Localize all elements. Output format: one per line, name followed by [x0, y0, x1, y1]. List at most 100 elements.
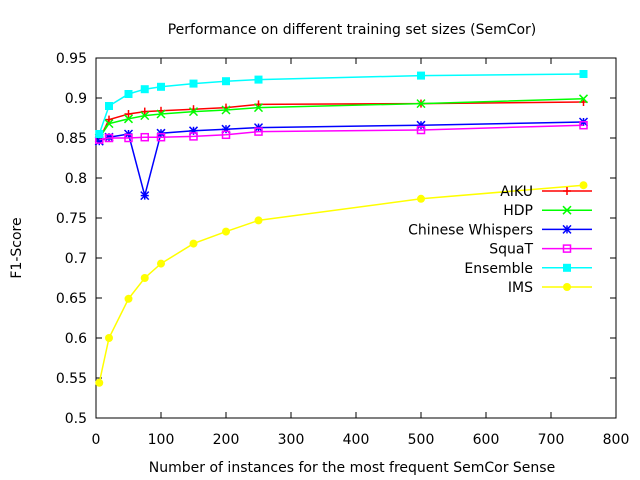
data-point: [105, 102, 113, 110]
data-point: [105, 334, 113, 342]
data-point: [254, 127, 263, 136]
y-tick-label: 0.8: [65, 171, 87, 187]
marker-box: [221, 130, 231, 140]
data-point: [95, 378, 104, 387]
marker-stroke: [140, 111, 150, 121]
axis-ticks: 0 100 200 300 400 500 600 700 800 0.5 0.55 0.6 0.65 0…: [56, 51, 630, 448]
legend-label: SquaT: [489, 242, 533, 258]
y-tick-label: 0.75: [56, 211, 87, 227]
data-point: [563, 283, 571, 291]
data-point: [124, 90, 133, 98]
series-line: [98, 184, 584, 383]
marker-circle: [124, 294, 133, 303]
marker-box: [579, 70, 588, 78]
x-axis-label: Number of instances for the most frequen…: [149, 460, 555, 476]
marker-box: [140, 85, 149, 94]
marker-box: [104, 133, 114, 143]
marker-box: [254, 75, 263, 84]
marker-circle: [140, 274, 149, 282]
y-tick-label: 0.5: [65, 411, 87, 427]
x-tick-label: 800: [603, 432, 630, 448]
series-line: [98, 73, 584, 135]
data-point: [254, 75, 263, 84]
x-tick-label: 100: [148, 432, 175, 448]
data-point: [417, 71, 425, 80]
data-point: [105, 115, 113, 124]
marker-box: [95, 130, 104, 138]
marker-circle: [254, 216, 263, 225]
data-point: [221, 130, 231, 140]
marker-box: [189, 132, 198, 141]
data-point: [562, 224, 572, 234]
marker-stroke: [253, 103, 264, 113]
chart-title: Performance on different training set si…: [168, 22, 537, 38]
x-tick-label: 300: [278, 432, 305, 448]
data-point: [579, 70, 588, 78]
marker-circle: [157, 259, 165, 268]
plot-frame: [95, 57, 617, 419]
x-tick-label: 200: [213, 432, 240, 448]
series-ensemble: [95, 70, 588, 138]
series-squat: [95, 120, 588, 144]
data-point: [124, 110, 133, 118]
data-point: [221, 105, 231, 115]
marker-stroke: [221, 105, 231, 115]
series-hdp: [94, 94, 589, 143]
y-tick-label: 0.7: [65, 251, 87, 267]
series-ims: [95, 181, 588, 387]
data-point: [104, 119, 114, 129]
legend-label: AIKU: [500, 184, 533, 200]
marker-box: [157, 82, 165, 91]
data-point: [562, 244, 572, 253]
marker-stroke: [156, 109, 166, 119]
legend-label: IMS: [508, 280, 533, 296]
x-tick-label: 0: [92, 432, 101, 448]
y-tick-label: 0.65: [56, 291, 87, 307]
marker-box: [222, 77, 230, 86]
data-point: [188, 107, 199, 117]
data-point: [417, 194, 425, 203]
data-point: [156, 132, 166, 142]
data-point: [140, 107, 149, 116]
marker-stroke: [578, 94, 589, 104]
x-tick-label: 600: [473, 432, 500, 448]
data-point: [95, 130, 104, 138]
y-tick-label: 0.85: [56, 131, 87, 147]
legend-entry: Chinese Whispers: [408, 222, 592, 238]
data-point: [140, 132, 149, 142]
data-point: [140, 111, 150, 121]
marker-stroke: [562, 224, 572, 234]
data-point: [156, 109, 166, 119]
data-point: [563, 187, 571, 195]
marker-stroke: [416, 99, 426, 109]
marker-stroke: [562, 205, 572, 215]
data-point: [157, 259, 165, 268]
data-point: [416, 125, 426, 135]
data-point: [124, 294, 133, 303]
legend-entry: SquaT: [489, 242, 592, 258]
x-tick-label: 700: [538, 432, 565, 448]
marker-stroke: [416, 120, 426, 130]
marker-circle: [189, 239, 198, 248]
marker-stroke: [104, 119, 114, 129]
series-line: [99, 124, 584, 141]
marker-circle: [563, 283, 571, 291]
y-axis-label: F1-Score: [9, 217, 25, 278]
data-point: [189, 239, 198, 248]
marker-circle: [417, 194, 425, 203]
data-point: [562, 205, 572, 215]
marker-box: [562, 244, 572, 253]
marker-circle: [579, 181, 588, 190]
data-point: [189, 79, 198, 88]
y-tick-label: 0.95: [56, 51, 87, 67]
legend-entry: Ensemble: [464, 261, 592, 277]
marker-stroke: [140, 191, 150, 201]
marker-circle: [222, 227, 230, 236]
marker-stroke: [123, 114, 134, 124]
data-point: [578, 94, 589, 104]
legend-label: HDP: [503, 203, 533, 219]
data-point: [416, 120, 426, 130]
marker-box: [105, 102, 113, 110]
marker-box: [416, 125, 426, 135]
